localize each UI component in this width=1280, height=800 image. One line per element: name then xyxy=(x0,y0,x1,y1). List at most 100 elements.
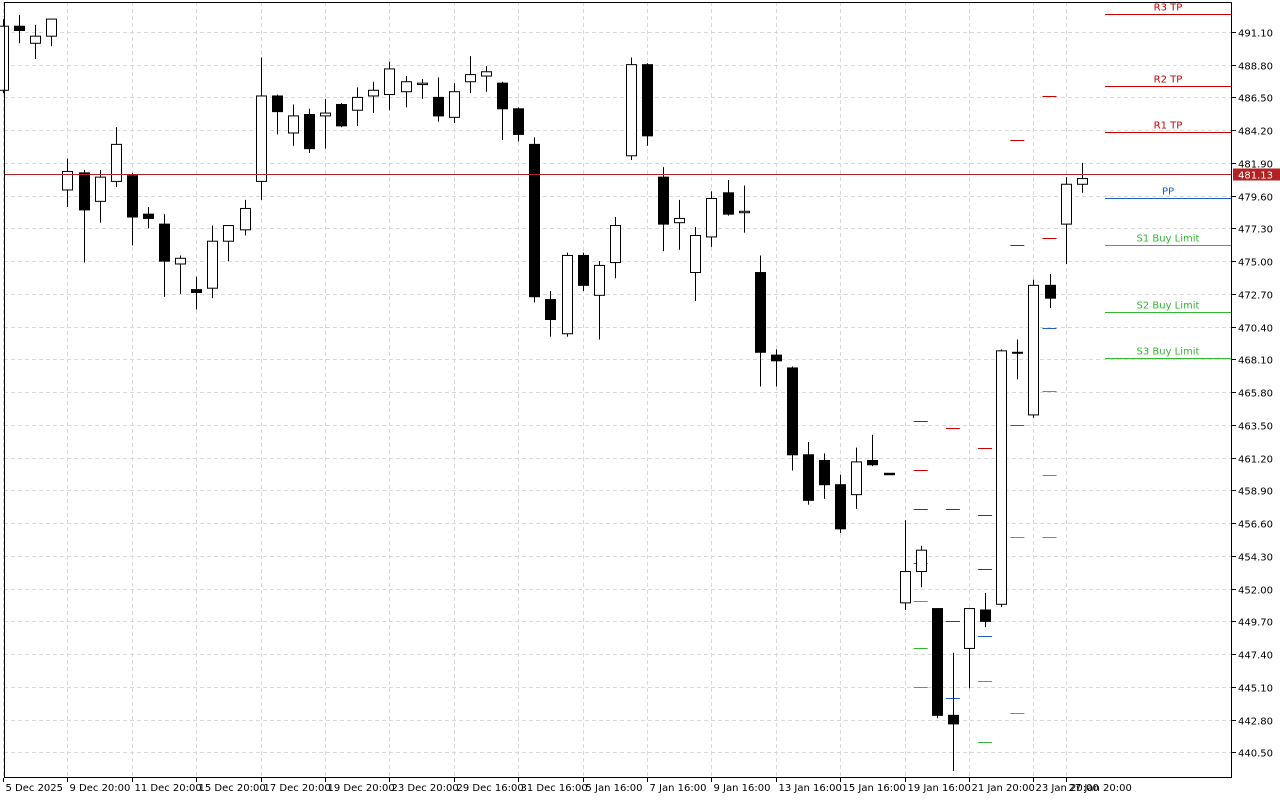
x-tick-label: 13 Jan 16:00 xyxy=(779,783,842,794)
candle xyxy=(401,76,412,108)
candle-body xyxy=(610,225,621,264)
x-tick-label: 5 Dec 2025 xyxy=(6,783,64,794)
x-tick-label: 15 Dec 20:00 xyxy=(199,783,266,794)
candle xyxy=(127,172,138,246)
candle xyxy=(948,652,959,771)
candle xyxy=(207,225,218,299)
y-tick-label: 486.50 xyxy=(1238,94,1273,105)
candle-body xyxy=(143,213,154,219)
candle-body xyxy=(996,350,1007,605)
candle-body xyxy=(481,71,492,77)
candle xyxy=(111,127,122,188)
candle xyxy=(851,447,862,509)
y-tick-label: 484.20 xyxy=(1238,127,1273,138)
candle-body xyxy=(384,68,395,96)
candle-body xyxy=(690,235,701,274)
y-tick-label: 470.40 xyxy=(1238,324,1273,335)
x-tick-label: 23 Jan 20:00 xyxy=(1036,783,1099,794)
candle-body xyxy=(320,112,331,117)
candle xyxy=(433,77,444,122)
candle-body xyxy=(787,367,798,456)
candle-body xyxy=(739,210,750,214)
candle xyxy=(1061,177,1072,264)
plot-background xyxy=(4,2,1232,778)
candle-body xyxy=(545,299,556,321)
price-axis: 491.10 488.80 486.50 484.20 481.90 479.60 477.… xyxy=(1232,29,1280,760)
candle xyxy=(481,66,492,92)
candle-body xyxy=(46,18,57,37)
x-tick-label: 9 Dec 20:00 xyxy=(70,783,131,794)
candle xyxy=(62,158,73,208)
candle xyxy=(964,608,975,689)
candle-body xyxy=(62,170,73,191)
x-tick-label: 29 Dec 16:00 xyxy=(457,783,524,794)
candle xyxy=(723,179,734,216)
price-tag xyxy=(1233,168,1280,181)
candle xyxy=(932,608,943,719)
candle-body xyxy=(14,25,25,31)
candle-body xyxy=(127,175,138,218)
candle xyxy=(352,87,363,126)
y-tick-label: 454.30 xyxy=(1238,553,1273,564)
candle xyxy=(996,349,1007,608)
candle-body xyxy=(111,143,122,182)
x-tick-label: 19 Dec 20:00 xyxy=(328,783,395,794)
candle xyxy=(465,56,476,94)
candle-body xyxy=(304,113,315,150)
candle-body xyxy=(980,609,991,622)
pivot-ticks xyxy=(913,96,1057,743)
candle-body xyxy=(79,172,90,211)
y-tick-label: 488.80 xyxy=(1238,62,1273,73)
y-tick-label: 452.00 xyxy=(1238,586,1273,597)
candle xyxy=(803,441,814,505)
candle xyxy=(900,520,911,610)
candle xyxy=(658,167,669,252)
y-tick-label: 477.30 xyxy=(1238,225,1273,236)
candle-body xyxy=(449,91,460,118)
candle xyxy=(256,57,267,200)
level-label: S2 Buy Limit xyxy=(1137,301,1200,312)
y-tick-label: 461.20 xyxy=(1238,455,1273,466)
candle xyxy=(562,252,573,337)
candle-body xyxy=(674,217,685,224)
candle-body xyxy=(336,104,347,127)
candle xyxy=(578,252,589,292)
candle-body xyxy=(771,354,782,362)
candle-body xyxy=(835,484,846,530)
candle-body xyxy=(819,459,830,486)
candle-body xyxy=(1061,183,1072,225)
candle xyxy=(529,137,540,303)
candle-body xyxy=(207,240,218,289)
candle-body xyxy=(916,549,927,573)
candle xyxy=(95,170,106,223)
candle-body xyxy=(417,82,428,86)
candle-body xyxy=(884,472,895,476)
candle xyxy=(706,191,717,247)
candle xyxy=(417,78,428,99)
candle xyxy=(320,98,331,149)
level-label: S3 Buy Limit xyxy=(1137,347,1200,358)
candle-body xyxy=(1045,284,1056,299)
pivot-levels: R3 TP R2 TP R1 TP PP S1 Buy Limit S2 Buy Limi… xyxy=(1105,3,1232,359)
candles xyxy=(0,14,1088,771)
candle xyxy=(1077,162,1088,193)
y-tick-label: 463.50 xyxy=(1238,422,1273,433)
candle-body xyxy=(272,95,283,113)
candle-body xyxy=(642,64,653,137)
plot-frame xyxy=(4,2,1232,778)
level-label: PP xyxy=(1162,187,1174,198)
candle xyxy=(143,207,154,229)
candle-body xyxy=(465,74,476,83)
candle xyxy=(980,592,991,628)
candle xyxy=(1012,339,1023,380)
candle xyxy=(79,170,90,263)
y-tick-label: 481.90 xyxy=(1238,160,1273,171)
y-tick-label: 456.60 xyxy=(1238,520,1273,531)
x-tick-label: 31 Dec 16:00 xyxy=(521,783,588,794)
candle xyxy=(513,107,524,142)
candle xyxy=(240,199,251,236)
candle-body xyxy=(755,272,766,353)
candle xyxy=(175,255,186,294)
